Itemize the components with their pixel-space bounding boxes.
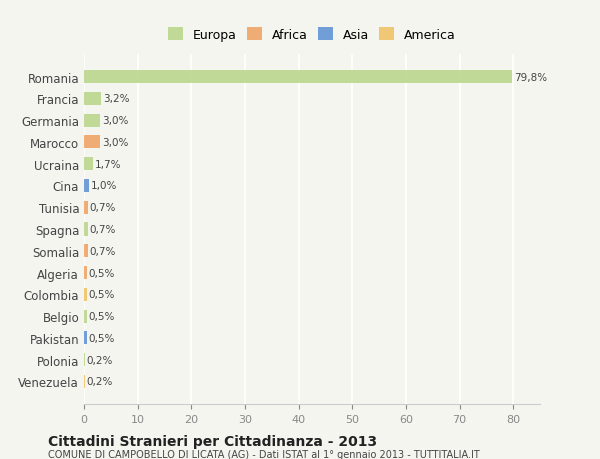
Bar <box>84 288 86 301</box>
Bar <box>84 201 88 214</box>
Text: 0,7%: 0,7% <box>89 246 116 256</box>
Bar <box>84 158 93 171</box>
Text: 79,8%: 79,8% <box>514 73 547 83</box>
Text: 1,7%: 1,7% <box>95 159 121 169</box>
Bar <box>84 331 86 345</box>
Text: 3,2%: 3,2% <box>103 94 129 104</box>
Bar <box>84 310 86 323</box>
Bar <box>84 353 85 366</box>
Text: 0,7%: 0,7% <box>89 203 116 213</box>
Bar <box>84 114 100 128</box>
Text: COMUNE DI CAMPOBELLO DI LICATA (AG) - Dati ISTAT al 1° gennaio 2013 - TUTTITALIA: COMUNE DI CAMPOBELLO DI LICATA (AG) - Da… <box>48 449 480 459</box>
Text: 0,5%: 0,5% <box>88 333 115 343</box>
Bar <box>84 266 86 280</box>
Text: 3,0%: 3,0% <box>102 138 128 148</box>
Bar <box>84 93 101 106</box>
Bar <box>84 179 89 193</box>
Text: 3,0%: 3,0% <box>102 116 128 126</box>
Text: 0,2%: 0,2% <box>86 355 113 365</box>
Text: 1,0%: 1,0% <box>91 181 118 191</box>
Bar <box>84 223 88 236</box>
Text: 0,5%: 0,5% <box>88 290 115 300</box>
Text: 0,7%: 0,7% <box>89 224 116 235</box>
Text: 0,5%: 0,5% <box>88 311 115 321</box>
Bar <box>84 245 88 258</box>
Text: Cittadini Stranieri per Cittadinanza - 2013: Cittadini Stranieri per Cittadinanza - 2… <box>48 434 377 448</box>
Text: 0,2%: 0,2% <box>86 376 113 386</box>
Bar <box>84 71 512 84</box>
Bar <box>84 136 100 149</box>
Legend: Europa, Africa, Asia, America: Europa, Africa, Asia, America <box>163 23 461 46</box>
Bar <box>84 375 85 388</box>
Text: 0,5%: 0,5% <box>88 268 115 278</box>
